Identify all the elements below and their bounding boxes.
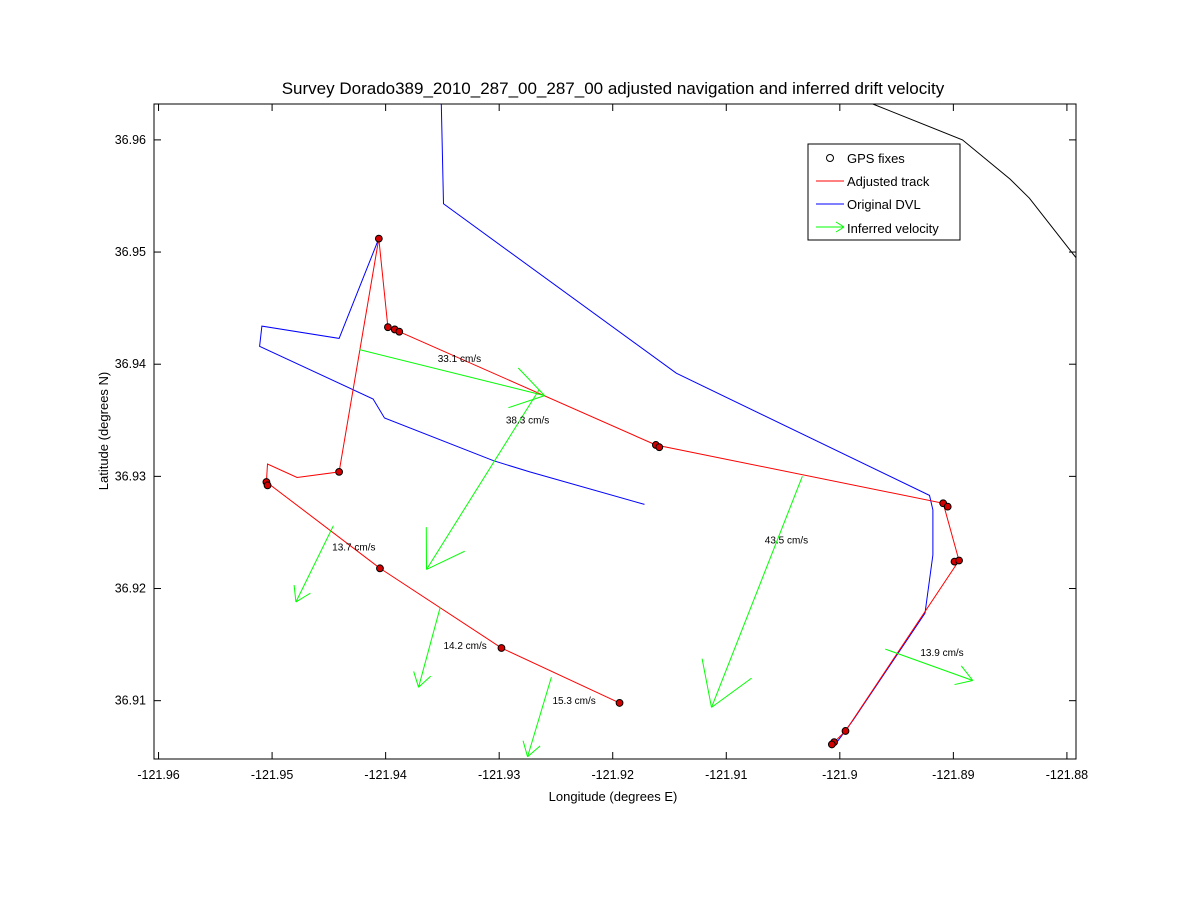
chart-title: Survey Dorado389_2010_287_00_287_00 adju… — [282, 79, 945, 98]
velocity-arrow — [701, 476, 803, 708]
legend: GPS fixes Adjusted track Original DVL In… — [807, 143, 961, 241]
original-dvl-line — [259, 238, 645, 505]
velocity-arrow — [413, 607, 441, 688]
data-layer: 33.1 cm/s 38.3 cm/s 13.7 cm/s 14.2 cm/s 15.3… — [259, 104, 1076, 758]
velocity-arrow-shaft — [418, 607, 441, 688]
velocity-label: 14.2 cm/s — [443, 641, 486, 652]
gps-fix-marker — [943, 502, 952, 511]
gps-fix-marker — [827, 740, 836, 749]
velocity-label: 13.9 cm/s — [920, 648, 963, 659]
gps-fix-marker — [335, 467, 343, 476]
x-tick-label: -121.93 — [478, 768, 520, 782]
velocity-arrow — [885, 648, 974, 686]
legend-adjusted-label: Adjusted track — [847, 174, 930, 189]
velocity-arrow-shaft — [527, 676, 552, 757]
velocity-arrow — [522, 676, 552, 758]
velocity-arrow-head — [522, 740, 529, 757]
gps-fix-marker — [374, 234, 383, 243]
velocity-label: 38.3 cm/s — [506, 416, 549, 427]
velocity-arrow-shaft — [359, 349, 545, 397]
y-tick-label: 36.93 — [115, 469, 146, 483]
x-tick-label: -121.9 — [822, 768, 857, 782]
velocity-arrow-head — [413, 671, 420, 688]
x-tick-label: -121.89 — [932, 768, 974, 782]
gps-fix-marker — [376, 564, 384, 573]
velocity-arrow — [359, 349, 545, 409]
velocity-arrow-head — [960, 665, 974, 681]
legend-gps-label: GPS fixes — [847, 151, 905, 166]
legend-gps-marker — [826, 154, 834, 162]
velocity-arrow-head — [517, 367, 545, 396]
gps-fix-marker — [497, 644, 506, 652]
original-dvl-line — [440, 104, 934, 745]
y-tick-label: 36.96 — [115, 133, 146, 147]
gps-fix-marker — [841, 727, 850, 735]
gps-fix-marker — [955, 556, 963, 565]
velocity-arrow-head — [508, 395, 545, 409]
x-tick-label: -121.88 — [1046, 768, 1088, 782]
velocity-arrow-head — [527, 745, 541, 758]
velocity-arrow-head — [711, 677, 752, 708]
gps-fix-marker — [615, 699, 624, 707]
y-axis-label: Latitude (degrees N) — [96, 372, 111, 491]
gps-fix-marker — [395, 327, 404, 336]
axes-box — [153, 103, 1077, 760]
legend-velocity-label: Inferred velocity — [847, 221, 939, 236]
velocity-label: 33.1 cm/s — [438, 354, 481, 365]
x-tick-label: -121.96 — [137, 768, 179, 782]
gps-fix-marker — [263, 481, 272, 490]
gps-fix-marker — [655, 443, 664, 452]
legend-dvl-label: Original DVL — [847, 197, 921, 212]
x-tick-label: -121.94 — [364, 768, 406, 782]
velocity-arrow-head — [418, 675, 432, 688]
velocity-arrow-shaft — [295, 525, 334, 603]
y-tick-label: 36.94 — [115, 357, 146, 371]
velocity-arrow-head — [954, 680, 973, 686]
y-tick-label: 36.91 — [115, 694, 146, 708]
y-tick-label: 36.95 — [115, 245, 146, 259]
legend-velocity-arrow — [816, 221, 845, 233]
x-tick-label: -121.95 — [251, 768, 293, 782]
y-tick-label: 36.92 — [115, 582, 146, 596]
velocity-arrow-shaft — [426, 389, 540, 570]
coastline-line — [872, 104, 1076, 259]
velocity-arrow-head — [701, 658, 713, 708]
gps-fix-marker — [384, 323, 392, 332]
velocity-arrow-shaft — [711, 476, 803, 708]
adjusted-track-line — [265, 238, 620, 704]
velocity-arrow — [425, 389, 540, 570]
tick-layer: -121.96 -121.95 -121.94 -121.93 -121.92 -121.… — [115, 104, 1088, 782]
velocity-arrow — [293, 525, 334, 603]
velocity-label: 13.7 cm/s — [332, 542, 375, 553]
x-axis-label: Longitude (degrees E) — [549, 789, 678, 804]
velocity-arrow-head — [293, 585, 297, 603]
velocity-label: 43.5 cm/s — [765, 536, 808, 547]
x-tick-label: -121.92 — [592, 768, 634, 782]
velocity-label: 15.3 cm/s — [552, 696, 595, 707]
velocity-arrow-shaft — [885, 648, 973, 681]
velocity-arrow-head — [426, 550, 465, 570]
velocity-arrow-head — [295, 592, 311, 603]
x-tick-label: -121.91 — [705, 768, 747, 782]
